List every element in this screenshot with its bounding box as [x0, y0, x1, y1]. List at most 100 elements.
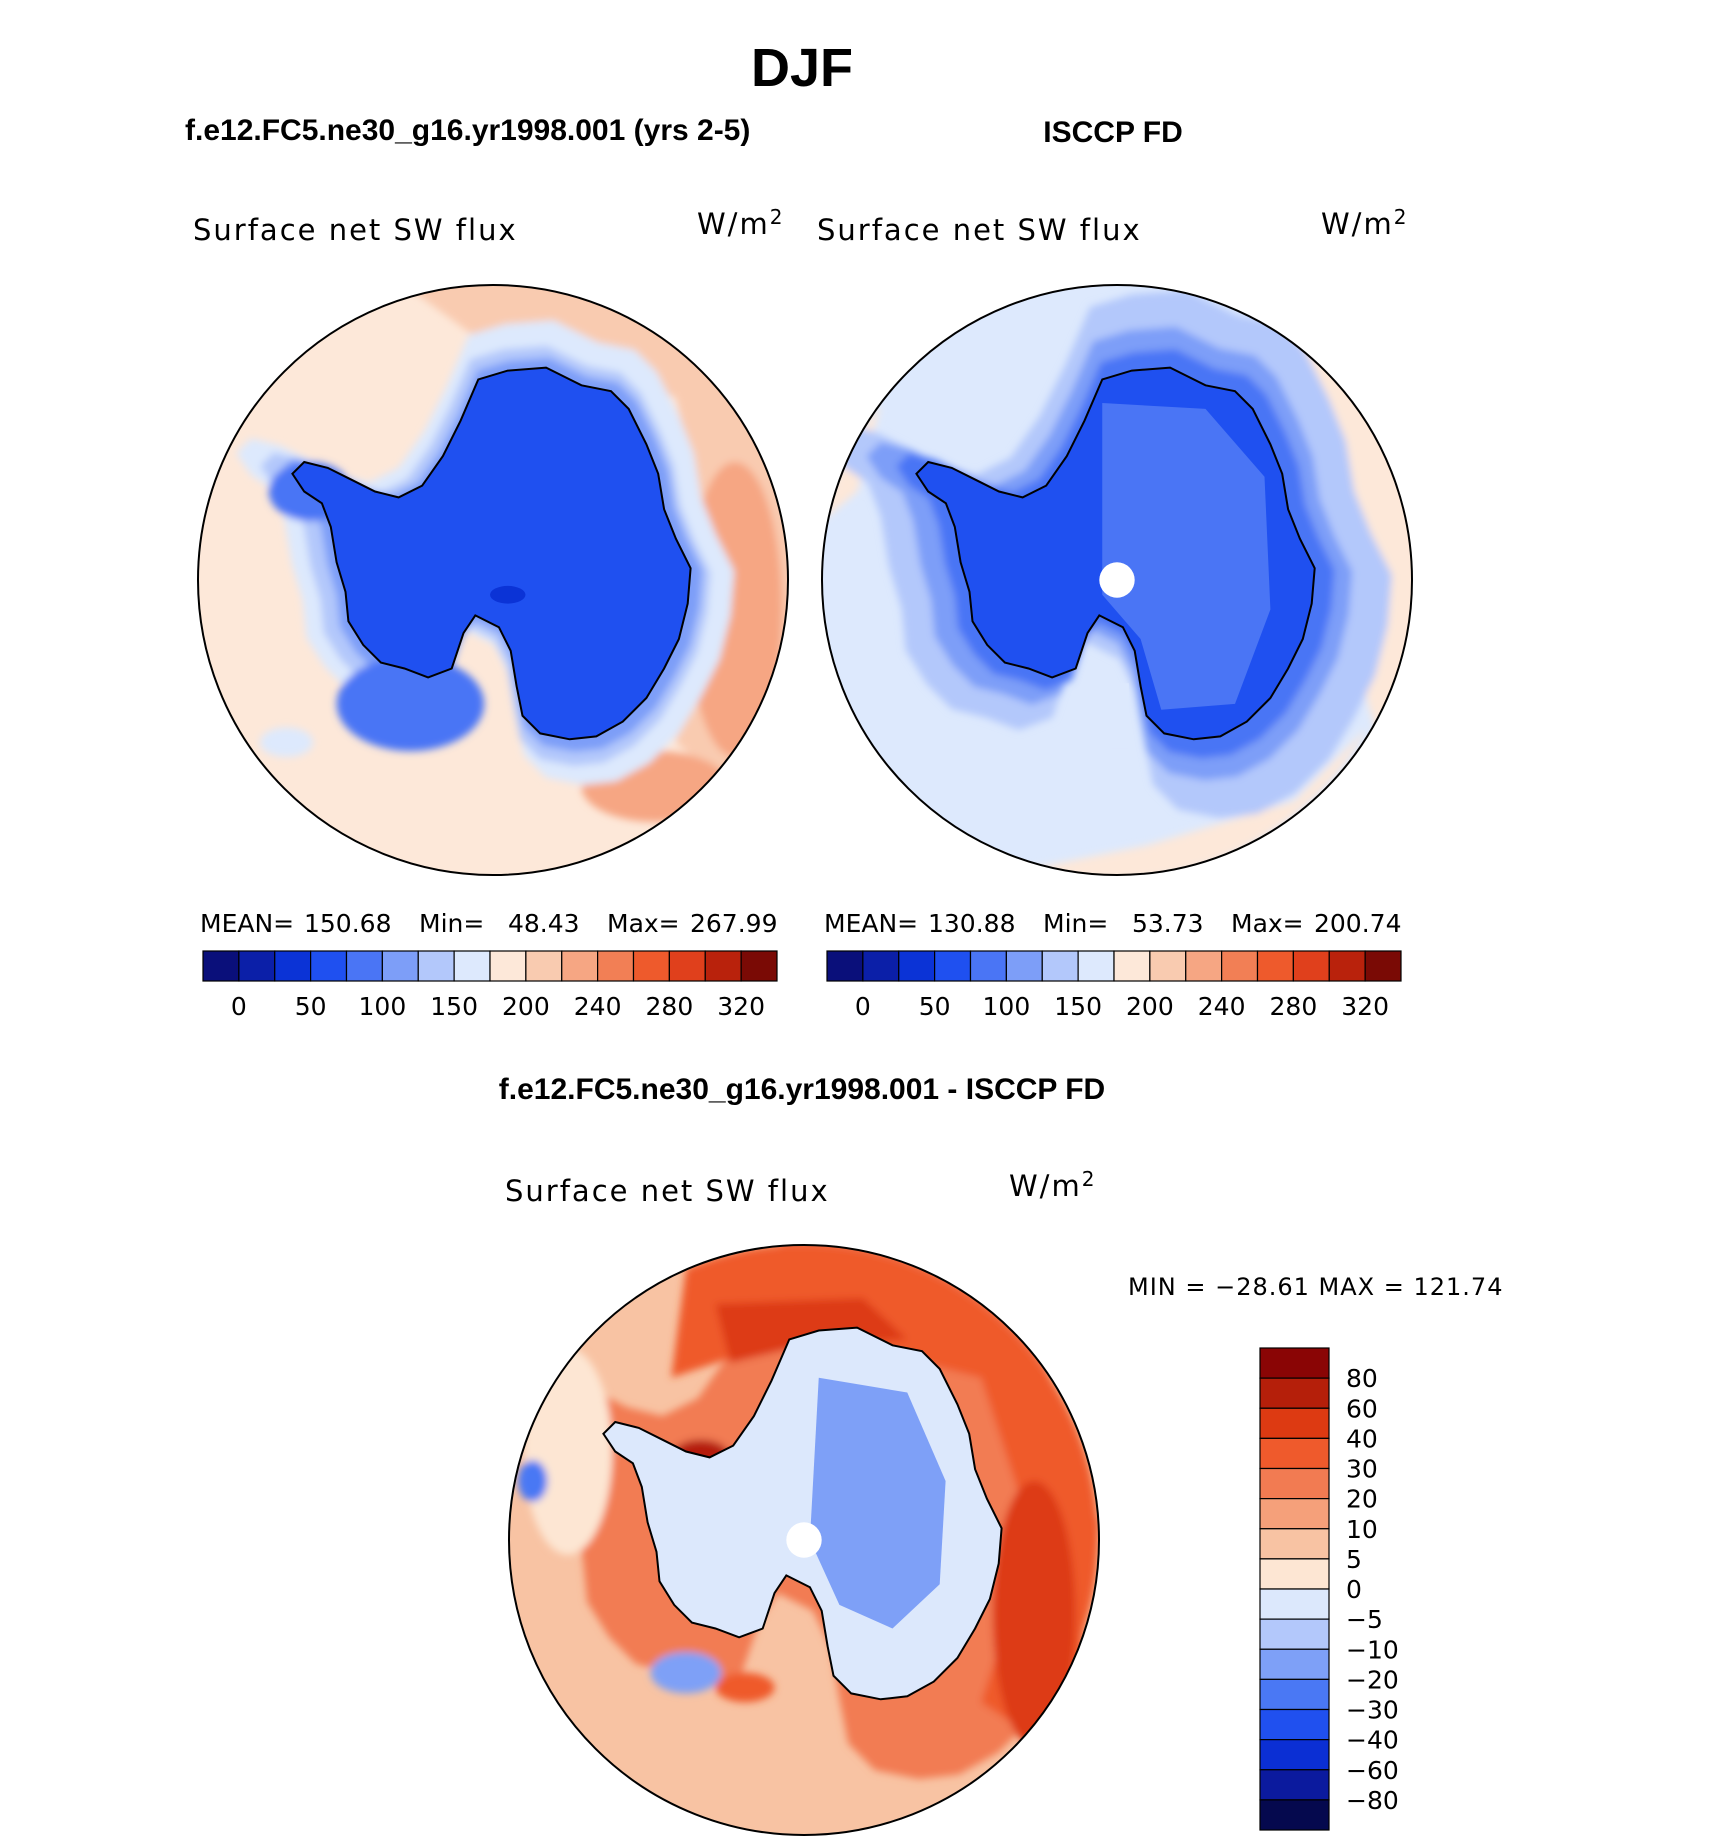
panel1-min-label: Min= [419, 909, 484, 938]
colorbar-swatch [1041, 950, 1079, 982]
colorbar-swatch [1005, 950, 1043, 982]
panel2-colorbar: 0 50 100 150 200 240 280 320 [826, 950, 1402, 1021]
diff-warm-patch [715, 1672, 775, 1703]
colorbar-swatch [1259, 1407, 1330, 1439]
panel1-min-value: 48.43 [508, 909, 580, 938]
colorbar-tick-label: 200 [1126, 992, 1174, 1021]
cool-patch [336, 656, 485, 752]
colorbar-swatch [1259, 1437, 1330, 1470]
colorbar-swatch [1259, 1377, 1330, 1409]
colorbar-swatch [1259, 1678, 1330, 1711]
colorbar-swatch [381, 950, 419, 982]
colorbar-swatch [1259, 1467, 1330, 1500]
panel2-max-value: 200.74 [1314, 909, 1401, 938]
colorbar-swatch [1292, 950, 1330, 982]
diff-map [508, 1244, 1100, 1836]
colorbar-tick-label: 60 [1346, 1394, 1378, 1423]
map1-field [198, 285, 788, 875]
colorbar-tick-label: 150 [430, 992, 478, 1021]
colorbar-swatch [898, 950, 936, 982]
continent-outline [602, 1326, 1003, 1701]
panel2-max-label: Max= [1231, 909, 1304, 938]
panel2-stats: MEAN= 130.88 Min= 53.73 Max= 200.74 [824, 909, 1401, 938]
colorbar-swatch [1259, 1498, 1330, 1530]
continent-outline [291, 366, 692, 741]
colorbar-swatch [1259, 1558, 1330, 1590]
panel1-max-value: 267.99 [690, 909, 777, 938]
map2-field [822, 285, 1412, 875]
colorbar-swatch [1259, 1769, 1330, 1801]
diff-minmax: MIN = −28.61 MAX = 121.74 [1128, 1273, 1503, 1301]
warm-edge [1028, 727, 1368, 875]
continent-fill [292, 367, 691, 740]
panel2-min-value: 53.73 [1132, 909, 1204, 938]
diff-neutral-patch [523, 1348, 613, 1555]
colorbar-tick-label: 150 [1054, 992, 1102, 1021]
colorbar-swatch [453, 950, 491, 982]
diff-cool-patch [517, 1460, 548, 1502]
colorbar-tick-label: 240 [1198, 992, 1246, 1021]
colorbar-swatch [1185, 950, 1223, 982]
colorbar-swatch [1077, 950, 1115, 982]
colorbar-swatch [862, 950, 900, 982]
panel1-units: W/m2 [697, 205, 784, 241]
colorbar-swatch [202, 950, 240, 982]
colorbar-tick-label: −5 [1346, 1605, 1383, 1634]
colorbar-swatch [1221, 950, 1259, 982]
panel1-max-label: Max= [607, 909, 680, 938]
colorbar-swatch [1149, 950, 1187, 982]
colorbar-swatch [1259, 1588, 1330, 1620]
colorbar-tick-label: 280 [646, 992, 694, 1021]
colorbar-swatch [1259, 1347, 1330, 1379]
diff-units: W/m2 [1009, 1167, 1096, 1203]
map3-field [509, 1245, 1099, 1835]
colorbar-tick-label: 0 [1346, 1575, 1362, 1604]
colorbar-tick-label: 280 [1270, 992, 1318, 1021]
panel1-mean-value: 150.68 [304, 909, 391, 938]
map-boundary [508, 1244, 1100, 1836]
colorbar-swatch [1256, 950, 1294, 982]
colorbar-swatch [417, 950, 455, 982]
continent-cool-region [809, 1377, 946, 1629]
colorbar-swatch [345, 950, 383, 982]
colorbar-swatch [1259, 1739, 1330, 1771]
continent-patch [490, 585, 526, 604]
colorbar-swatch [1259, 1708, 1330, 1741]
pole-hole [1099, 562, 1135, 598]
diff-variable-label: Surface net SW flux [505, 1174, 830, 1208]
colorbar-tick-label: −60 [1346, 1756, 1399, 1785]
colorbar-swatch [274, 950, 312, 982]
colorbar-swatch [525, 950, 563, 982]
colorbar-tick-label: 10 [1346, 1515, 1378, 1544]
panel1-map [197, 284, 789, 876]
diff-hot-patch [715, 1298, 908, 1363]
panel2-mean-value: 130.88 [928, 909, 1015, 938]
colorbar-swatch [826, 950, 864, 982]
colorbar-swatch [310, 950, 348, 982]
diff-case-label: f.e12.FC5.ne30_g16.yr1998.001 - ISCCP FD [499, 1073, 1105, 1106]
warm-edge [1288, 285, 1412, 757]
colorbar-tick-label: 30 [1346, 1455, 1378, 1484]
panel2-mean-label: MEAN= [824, 909, 918, 938]
colorbar-swatch [1113, 950, 1151, 982]
colorbar-tick-label: 200 [502, 992, 550, 1021]
sector-gap [1111, 683, 1129, 749]
colorbar-tick-label: 40 [1346, 1424, 1378, 1453]
panel2-min-label: Min= [1043, 909, 1108, 938]
colorbar-swatch [597, 950, 635, 982]
colorbar-swatch [1259, 1528, 1330, 1560]
colorbar-swatch [1364, 950, 1402, 982]
diff-cool-patch [650, 1652, 722, 1694]
colorbar-swatch [1259, 1618, 1330, 1650]
colorbar-tick-label: 240 [574, 992, 622, 1021]
colorbar-swatch [668, 950, 706, 982]
pole-hole [786, 1522, 822, 1558]
colorbar-tick-label: 320 [717, 992, 765, 1021]
colorbar-swatch [1259, 1799, 1330, 1831]
colorbar-swatch [632, 950, 670, 982]
panel1-variable-label: Surface net SW flux [193, 213, 518, 247]
colorbar-swatch [740, 950, 778, 982]
colorbar-swatch [238, 950, 276, 982]
colorbar-swatch [934, 950, 972, 982]
colorbar-tick-label: 20 [1346, 1485, 1378, 1514]
